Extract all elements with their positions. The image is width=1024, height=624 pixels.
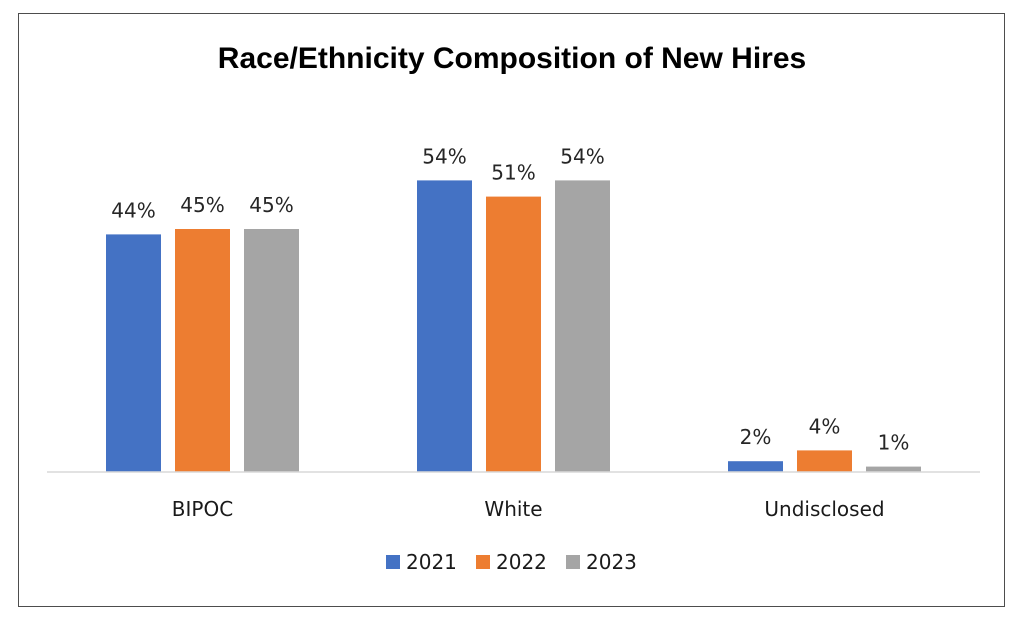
legend-swatch-2023: [566, 555, 580, 569]
legend-label-2023: 2023: [586, 550, 637, 574]
legend-label-2021: 2021: [406, 550, 457, 574]
bar-undisclosed-2023: [866, 466, 921, 472]
bar-group: [106, 180, 921, 472]
bar-undisclosed-2022: [797, 450, 852, 472]
data-label-undisclosed-2022: 4%: [809, 414, 841, 438]
legend: 2021 2022 2023: [386, 550, 637, 574]
data-label-undisclosed-2023: 1%: [878, 431, 910, 455]
legend-swatch-2022: [476, 555, 490, 569]
bar-bipoc-2022: [175, 229, 230, 472]
category-label-undisclosed: Undisclosed: [764, 497, 884, 521]
bar-white-2021: [417, 180, 472, 472]
data-label-group: 44% 45% 45% 54% 51% 54% 2% 4% 1%: [111, 144, 909, 454]
data-label-bipoc-2023: 45%: [249, 193, 293, 217]
bar-bipoc-2023: [244, 229, 299, 472]
category-label-group: BIPOC White Undisclosed: [172, 497, 885, 521]
category-label-white: White: [484, 497, 542, 521]
legend-label-2022: 2022: [496, 550, 547, 574]
data-label-bipoc-2022: 45%: [180, 193, 224, 217]
data-label-white-2023: 54%: [560, 144, 604, 168]
bar-white-2022: [486, 196, 541, 472]
data-label-white-2021: 54%: [422, 144, 466, 168]
legend-swatch-2021: [386, 555, 400, 569]
category-label-bipoc: BIPOC: [172, 497, 233, 521]
bar-bipoc-2021: [106, 234, 161, 472]
chart-title: Race/Ethnicity Composition of New Hires: [218, 42, 806, 75]
data-label-white-2022: 51%: [491, 161, 535, 185]
bar-white-2023: [555, 180, 610, 472]
data-label-bipoc-2021: 44%: [111, 198, 155, 222]
bar-undisclosed-2021: [728, 461, 783, 472]
data-label-undisclosed-2021: 2%: [740, 425, 772, 449]
